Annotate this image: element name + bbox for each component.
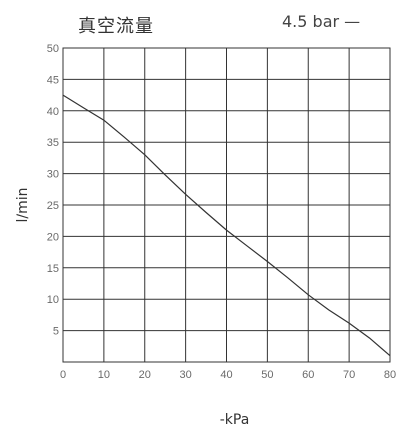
x-tick-label: 70 [343,369,355,381]
grid [63,48,390,362]
x-axis-title: -kPa [220,412,250,428]
y-axis-title: l/min [15,187,31,222]
chart-title: 真空流量 [78,16,154,37]
y-tick-label: 10 [47,294,59,306]
y-tick-label: 20 [47,231,59,243]
x-tick-label: 60 [302,369,314,381]
x-tick-label: 0 [60,369,66,381]
x-axis-ticks: 0 10 20 30 40 50 60 70 80 [60,369,396,381]
x-tick-label: 50 [261,369,273,381]
y-tick-label: 25 [47,200,59,212]
x-tick-label: 40 [220,369,232,381]
legend-entry: 4.5 bar — [282,12,361,31]
series-line-4-5-bar [62,94,391,357]
y-axis-ticks: 5 10 15 20 25 30 35 40 45 50 [47,43,59,338]
x-tick-label: 80 [384,369,396,381]
x-tick-label: 10 [98,369,110,381]
y-tick-label: 35 [47,137,59,149]
x-tick-label: 20 [139,369,151,381]
y-tick-label: 40 [47,106,59,118]
plot-frame [62,47,391,363]
x-tick-label: 30 [180,369,192,381]
y-tick-label: 30 [47,169,59,181]
y-tick-label: 5 [53,326,59,338]
y-tick-label: 15 [47,263,59,275]
y-tick-label: 45 [47,74,59,86]
y-tick-label: 50 [47,43,59,55]
